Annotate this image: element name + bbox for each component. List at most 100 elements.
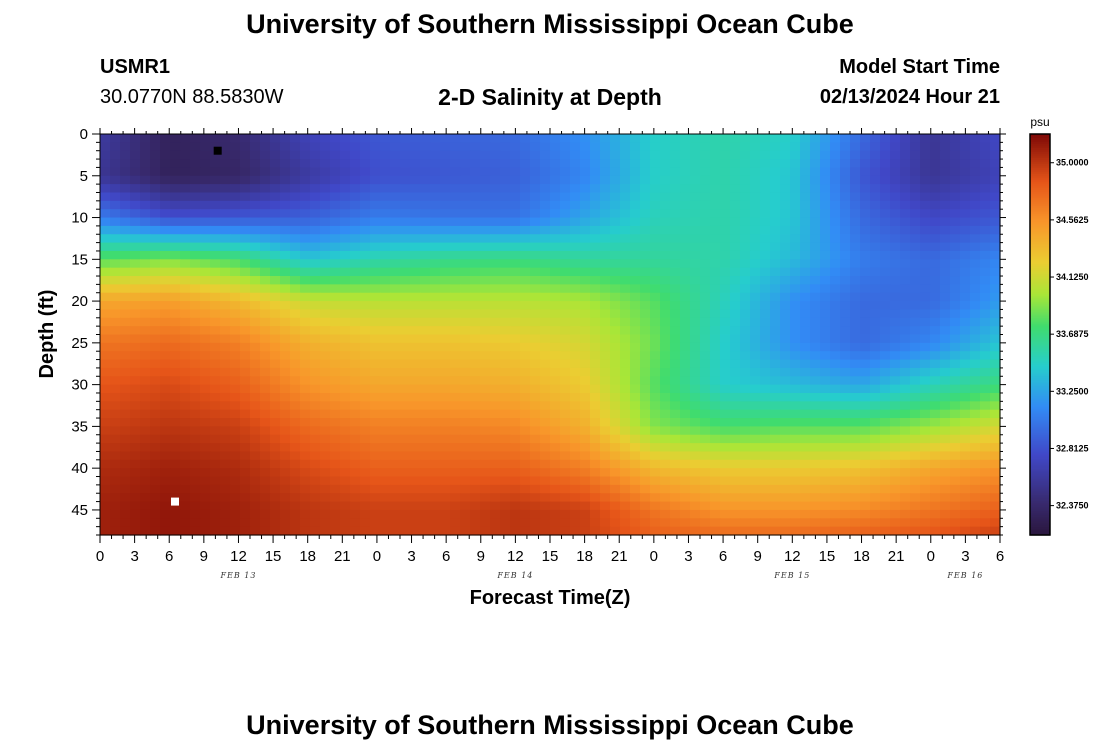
heatmap-cell (800, 217, 811, 227)
heatmap-cell (280, 518, 291, 528)
heatmap-cell (550, 443, 561, 453)
heatmap-cell (240, 493, 251, 503)
heatmap-cell (370, 284, 381, 294)
heatmap-cell (150, 142, 161, 152)
heatmap-cell (440, 292, 451, 302)
heatmap-cell (420, 217, 431, 227)
heatmap-cell (340, 192, 351, 202)
heatmap-cell (410, 192, 421, 202)
heatmap-cell (310, 351, 321, 361)
heatmap-cell (630, 434, 641, 444)
heatmap-cell (500, 359, 511, 369)
heatmap-cell (520, 225, 531, 235)
colorbar-segment (1030, 466, 1050, 470)
heatmap-cell (440, 142, 451, 152)
heatmap-cell (970, 284, 981, 294)
heatmap-cell (140, 250, 151, 260)
heatmap-cell (730, 225, 741, 235)
heatmap-cell (940, 518, 951, 528)
heatmap-cell (470, 376, 481, 386)
heatmap-cell (850, 150, 861, 160)
heatmap-cell (180, 317, 191, 327)
colorbar-segment (1030, 368, 1050, 372)
heatmap-cell (480, 250, 491, 260)
heatmap-cell (270, 526, 281, 536)
heatmap-cell (870, 217, 881, 227)
heatmap-cell (140, 159, 151, 169)
heatmap-cell (640, 351, 651, 361)
heatmap-cell (300, 292, 311, 302)
heatmap-cell (440, 401, 451, 411)
heatmap-cell (170, 359, 181, 369)
heatmap-cell (910, 142, 921, 152)
heatmap-cell (290, 484, 301, 494)
heatmap-cell (120, 175, 131, 185)
heatmap-cell (740, 259, 751, 269)
heatmap-cell (370, 468, 381, 478)
heatmap-cell (430, 476, 441, 486)
heatmap-cell (350, 426, 361, 436)
heatmap-cell (750, 284, 761, 294)
heatmap-cell (480, 284, 491, 294)
heatmap-cell (790, 384, 801, 394)
heatmap-cell (540, 484, 551, 494)
heatmap-cell (730, 309, 741, 319)
markers (171, 146, 222, 506)
heatmap-cell (330, 342, 341, 352)
heatmap-cell (420, 242, 431, 252)
heatmap-cell (900, 292, 911, 302)
heatmap-cell (930, 200, 941, 210)
heatmap-cell (760, 384, 771, 394)
heatmap-cell (360, 167, 371, 177)
heatmap-cell (600, 209, 611, 219)
heatmap-cell (640, 192, 651, 202)
heatmap-cell (620, 409, 631, 419)
heatmap-cell (590, 259, 601, 269)
heatmap-cell (590, 134, 601, 143)
heatmap-cell (720, 234, 731, 244)
heatmap-cell (380, 526, 391, 536)
heatmap-cell (590, 301, 601, 311)
heatmap-cell (750, 384, 761, 394)
heatmap-cell (430, 150, 441, 160)
heatmap-cell (180, 459, 191, 469)
heatmap-cell (290, 493, 301, 503)
colorbar-segment (1030, 164, 1050, 167)
heatmap-cell (460, 443, 471, 453)
heatmap-cell (310, 367, 321, 377)
heatmap-cell (430, 367, 441, 377)
colorbar-segment (1030, 502, 1050, 506)
heatmap-cell (810, 142, 821, 152)
heatmap-cell (690, 376, 701, 386)
heatmap-cell (250, 309, 261, 319)
heatmap-cell (110, 501, 121, 511)
heatmap-cell (830, 367, 841, 377)
heatmap-cell (490, 409, 501, 419)
heatmap-cell (760, 434, 771, 444)
heatmap-cell (330, 401, 341, 411)
heatmap-cell (650, 401, 661, 411)
heatmap-cell (950, 334, 961, 344)
heatmap-cell (310, 317, 321, 327)
heatmap-cell (370, 217, 381, 227)
heatmap-cell (660, 167, 671, 177)
heatmap-cell (600, 367, 611, 377)
heatmap-cell (460, 242, 471, 252)
heatmap-cell (740, 134, 751, 143)
colorbar-segment (1030, 390, 1050, 394)
heatmap-cell (970, 359, 981, 369)
heatmap-cell (200, 418, 211, 427)
heatmap-cell (190, 167, 201, 177)
heatmap-cell (220, 209, 231, 219)
heatmap-cell (910, 434, 921, 444)
heatmap-cell (500, 443, 511, 453)
heatmap-cell (210, 484, 221, 494)
heatmap-cell (760, 309, 771, 319)
heatmap-cell (560, 418, 571, 427)
heatmap-cell (690, 225, 701, 235)
heatmap-cell (880, 351, 891, 361)
heatmap-cell (340, 142, 351, 152)
heatmap-cell (820, 267, 831, 277)
heatmap-cell (250, 184, 261, 194)
heatmap-cell (870, 367, 881, 377)
